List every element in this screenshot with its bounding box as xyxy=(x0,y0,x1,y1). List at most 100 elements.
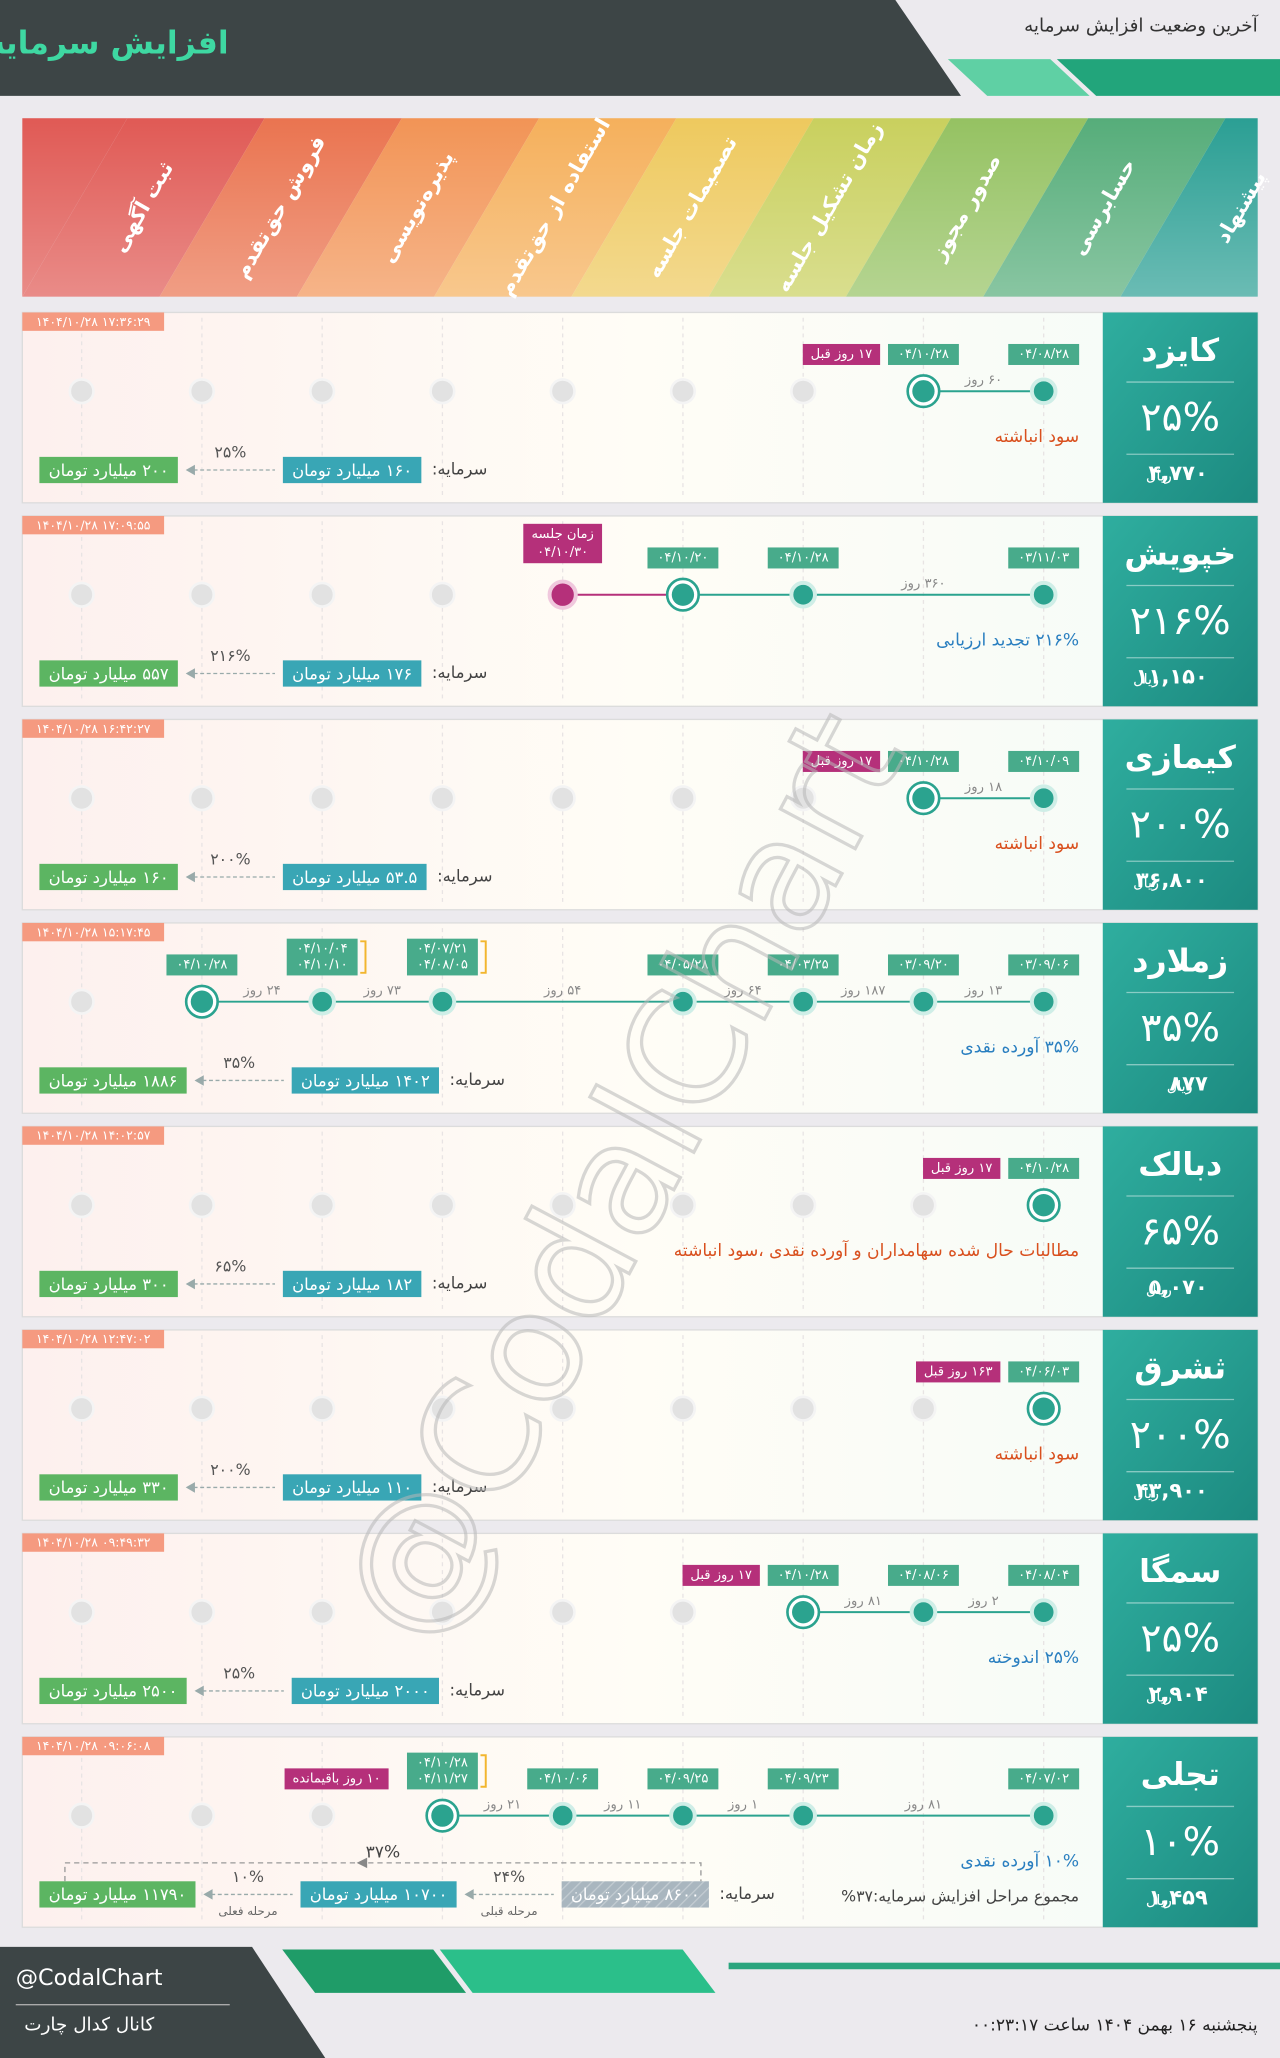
timestamp-tag xyxy=(22,1736,165,1756)
symbol-change: ۲۰۰% xyxy=(1130,802,1231,848)
meeting-stage xyxy=(547,579,578,610)
symbol-name: تجلی xyxy=(1141,1757,1220,1793)
footer-line xyxy=(728,1962,1280,1970)
date-tag xyxy=(1008,1361,1080,1383)
capital-tag xyxy=(39,863,178,891)
note: ۱۰ روز باقیمانده xyxy=(292,1771,380,1786)
pending-stage xyxy=(429,1192,456,1219)
capital-tag xyxy=(39,1677,187,1705)
capital-arrow-head xyxy=(185,871,195,883)
timestamp-tag xyxy=(22,1126,165,1145)
header-stripe xyxy=(1056,59,1280,96)
symbol-price: ۸۷۷ xyxy=(1169,1071,1208,1095)
pending-stage xyxy=(68,785,95,812)
pending-stage xyxy=(188,1802,216,1829)
pending-stage xyxy=(429,581,456,608)
capital-label: سرمایه: xyxy=(432,663,487,683)
pending-stage xyxy=(188,785,216,812)
capital-tag xyxy=(39,1067,187,1094)
note: ۱۷ روز قبل xyxy=(811,347,873,362)
date: ۰۴/۰۳/۲۵ xyxy=(778,957,829,972)
capital-tag xyxy=(291,1677,439,1705)
pending-stage xyxy=(309,378,336,405)
symbol-change: ۲۰۰% xyxy=(1130,1412,1231,1458)
date-tag xyxy=(1008,1564,1080,1586)
date-tag xyxy=(1008,954,1080,976)
card xyxy=(21,311,1259,504)
duration: ۸۱ روز xyxy=(904,1798,942,1813)
symbol-price: ۵,۰۷۰ xyxy=(1149,1275,1208,1299)
capital-amount: ۱۰۷۰۰ میلیارد تومان xyxy=(310,1885,448,1905)
note-tag xyxy=(284,1768,389,1790)
done-stage xyxy=(548,1801,577,1830)
date: ۰۴/۱۰/۲۰ xyxy=(657,550,708,565)
capital-label: سرمایه: xyxy=(449,1680,504,1700)
price-unit: ریال xyxy=(1146,469,1172,485)
footer-stripe xyxy=(282,1949,467,1993)
date-tag xyxy=(647,547,719,569)
pending-stage xyxy=(429,378,456,405)
capital-amount: ۵۵۷ میلیارد تومان xyxy=(49,664,169,684)
symbol-change: ۲۱۶% xyxy=(1130,598,1231,644)
capital-arrow-head xyxy=(203,1889,213,1900)
capital-amount: ۱۱۰ میلیارد تومان xyxy=(292,1478,412,1498)
date-tag xyxy=(1008,750,1080,772)
date: ۰۴/۰۸/۰۵ xyxy=(417,957,468,972)
capital-amount: ۲۰۰ میلیارد تومان xyxy=(49,461,169,481)
note: ۱۷ روز قبل xyxy=(931,1161,993,1176)
capital-amount: ۲۵۰۰ میلیارد تومان xyxy=(49,1682,178,1702)
description: مطالبات حال شده سهامداران و آورده نقدی ،… xyxy=(674,1239,1079,1261)
duration: ۱ روز xyxy=(727,1798,758,1813)
capital-tag xyxy=(282,1270,422,1298)
page-subtitle: آخرین وضعیت افزایش سرمایه xyxy=(1024,13,1258,36)
capital-arrow-head xyxy=(185,1278,195,1290)
date-tag xyxy=(1008,547,1080,569)
pending-stage xyxy=(309,1802,336,1829)
current-stage-core xyxy=(912,787,935,810)
timestamp-tag xyxy=(22,922,165,942)
pending-stage xyxy=(309,1395,336,1422)
date-tag xyxy=(1008,343,1080,365)
pending-stage xyxy=(309,1599,336,1626)
date-tag xyxy=(767,1768,839,1790)
date: ۰۴/۱۰/۲۸ xyxy=(898,347,949,362)
price-unit: ریال xyxy=(1146,1893,1172,1909)
capital-change: ۲۰۰% xyxy=(210,849,250,868)
capital-amount: ۳۰۰ میلیارد تومان xyxy=(49,1275,169,1295)
date-tag xyxy=(286,938,358,976)
pending-stage xyxy=(188,581,216,608)
pending-stage xyxy=(68,1599,95,1626)
total-bracket xyxy=(64,1862,702,1882)
symbol-box xyxy=(1102,1533,1258,1724)
pending-stage xyxy=(549,378,576,405)
footer-stripe xyxy=(439,1949,716,1993)
pending-stage xyxy=(549,1599,576,1626)
symbol-name: ثشرق xyxy=(1134,1350,1226,1386)
symbol-name: خپویش xyxy=(1124,536,1236,572)
pending-stage xyxy=(669,1395,697,1422)
date: ۰۴/۰۸/۲۸ xyxy=(1018,347,1069,362)
date: ۰۴/۱۰/۱۰ xyxy=(297,957,348,972)
capital-amount: ۱۱۷۹۰ میلیارد تومان xyxy=(49,1885,187,1905)
duration: ۱۱ روز xyxy=(603,1798,641,1813)
current-stage-core xyxy=(912,380,935,403)
footer-datetime: پنجشنبه ۱۶ بهمن ۱۴۰۴ ساعت ۰۰:۲۳:۱۷ xyxy=(972,2016,1258,2036)
date-tag xyxy=(647,1768,719,1790)
pending-stage xyxy=(910,1192,937,1219)
note: ۱۷ روز قبل xyxy=(811,754,873,769)
date-tag xyxy=(767,954,839,976)
duration: ۶۰ روز xyxy=(964,373,1002,388)
symbol-box xyxy=(1102,1126,1258,1317)
timestamp: ۱۴۰۴/۱۰/۲۸ ۱۴:۰۲:۵۷ xyxy=(36,1128,151,1143)
pending-stage xyxy=(309,581,336,608)
symbol-name: سمگا xyxy=(1139,1553,1221,1590)
date: ۰۴/۱۰/۲۸ xyxy=(778,550,829,565)
duration: ۵۴ روز xyxy=(543,984,581,999)
current-stage-core xyxy=(1032,1397,1055,1420)
capital-change-label: مرحله فعلی xyxy=(218,1904,277,1919)
symbol-change: ۶۵% xyxy=(1140,1209,1220,1255)
timestamp-tag xyxy=(22,1329,165,1349)
capital-tag xyxy=(291,1067,439,1094)
note: ۱۷ روز قبل xyxy=(690,1568,752,1583)
